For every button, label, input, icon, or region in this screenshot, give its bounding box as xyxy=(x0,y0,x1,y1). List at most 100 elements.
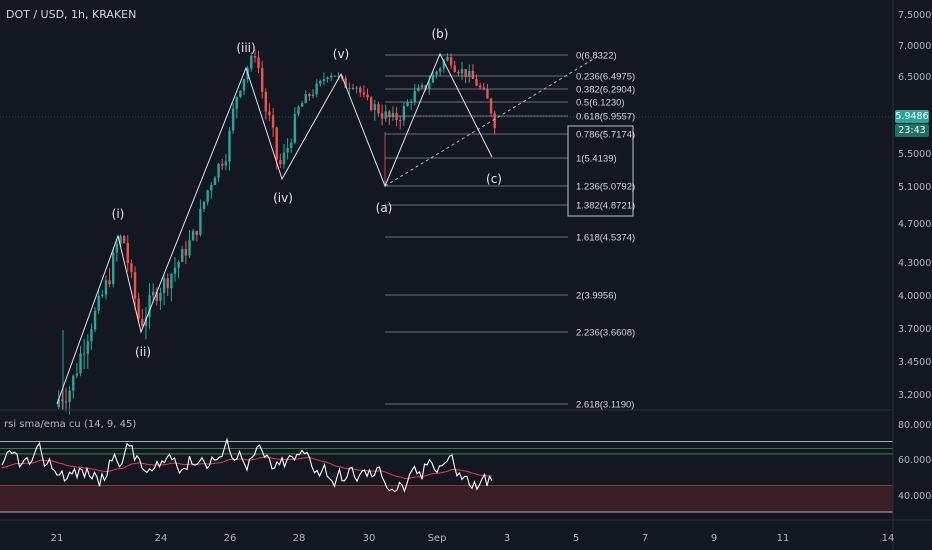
candle-body xyxy=(286,147,289,153)
candle-body xyxy=(82,353,86,355)
candle xyxy=(304,90,307,104)
candle xyxy=(391,106,395,121)
time-axis-tick: 26 xyxy=(224,533,237,544)
candle-body xyxy=(264,91,268,112)
price-axis-tick: 7.5000 xyxy=(898,10,931,21)
candle xyxy=(213,176,217,186)
candle-body xyxy=(373,104,377,111)
candle xyxy=(373,99,377,121)
candle xyxy=(409,99,413,110)
candle xyxy=(170,272,173,302)
candle-body xyxy=(420,85,424,88)
candle xyxy=(184,240,188,264)
candle-body xyxy=(275,127,278,161)
candle-body xyxy=(304,94,307,104)
candle-body xyxy=(97,295,100,311)
candle xyxy=(319,79,322,87)
price-axis-tick: 3.4500 xyxy=(898,357,931,368)
candle-body xyxy=(493,113,496,129)
wave-label: (v) xyxy=(333,47,349,61)
candle-body xyxy=(319,80,322,84)
rsi-indicator-title[interactable]: rsi sma/ema cu (14, 9, 45) xyxy=(4,419,137,430)
candle xyxy=(86,334,89,369)
candle xyxy=(333,75,337,77)
candle xyxy=(493,110,496,134)
candle xyxy=(155,287,159,306)
candle xyxy=(231,103,235,134)
candle-body xyxy=(231,108,235,131)
candle xyxy=(199,199,202,237)
time-axis-tick: Sep xyxy=(428,533,447,544)
candle-body xyxy=(384,111,387,119)
candle-body xyxy=(380,113,384,119)
rsi-oversold-zone xyxy=(0,485,893,512)
fib-extension-group: 0(6.8322) 0.236(6.4975) 0.382(6.2904) 0.5(6… xyxy=(384,51,635,411)
price-axis-tick: 5.5000 xyxy=(898,149,931,160)
candle xyxy=(348,82,351,95)
candle xyxy=(177,260,180,279)
fib-level-label: 0.786(5.7174) xyxy=(576,130,635,141)
time-axis-tick: 21 xyxy=(51,533,64,544)
candle-body xyxy=(144,317,148,327)
symbol-title[interactable]: DOT / USD, 1h, KRAKEN xyxy=(6,8,137,21)
candle-body xyxy=(188,240,191,256)
price-axis-tick: 4.3000 xyxy=(898,258,931,269)
candle xyxy=(420,82,424,90)
candle xyxy=(399,115,402,130)
candle xyxy=(264,88,268,120)
candle-body xyxy=(115,243,119,253)
candle-body xyxy=(199,208,202,235)
candle xyxy=(250,52,253,72)
candle xyxy=(195,230,198,242)
candle-body xyxy=(464,69,467,77)
candle-body xyxy=(141,318,144,327)
candle xyxy=(151,283,155,303)
candle-body xyxy=(326,77,329,80)
elliott-wave-path xyxy=(56,52,493,405)
fib-level-label: 0.382(6.2904) xyxy=(576,85,635,96)
fib-level-label: 2.236(3.6608) xyxy=(576,328,635,339)
candle-body xyxy=(391,112,395,118)
candle xyxy=(468,64,471,83)
candle xyxy=(290,138,293,154)
candle xyxy=(72,374,75,399)
candle xyxy=(326,76,329,83)
candle-body xyxy=(471,70,475,79)
price-axis-tick: 3.7000 xyxy=(898,324,931,335)
candle-body xyxy=(104,280,108,295)
candle-body xyxy=(210,185,213,191)
fib-level-label: 0.618(5.9557) xyxy=(576,112,635,123)
candle-body xyxy=(206,190,209,202)
candle-body xyxy=(64,401,68,403)
candle-body xyxy=(257,57,260,68)
candle xyxy=(141,309,144,328)
target-zone-box xyxy=(567,125,634,217)
candle xyxy=(384,104,387,122)
wave-label: (ii) xyxy=(135,345,151,359)
candle-body xyxy=(453,65,456,72)
candle-body xyxy=(170,273,173,289)
candle xyxy=(406,99,409,107)
candle-body xyxy=(79,353,82,374)
fib-level-label: 1.236(5.0792) xyxy=(576,182,635,193)
rsi-ema-line xyxy=(1,456,493,480)
candle xyxy=(486,84,489,99)
wave-label: (iv) xyxy=(273,191,293,205)
candle-body xyxy=(486,89,489,99)
candle-body xyxy=(359,87,362,93)
candle xyxy=(181,245,184,263)
rsi-line xyxy=(1,437,493,493)
candle-body xyxy=(449,56,453,66)
candle xyxy=(173,256,177,282)
candle xyxy=(104,275,108,300)
candle xyxy=(286,138,289,160)
candle-body xyxy=(424,85,427,89)
candle xyxy=(112,247,115,288)
candle-body xyxy=(377,104,380,114)
candle-body xyxy=(438,68,442,72)
candle-body xyxy=(468,70,471,77)
candle-body xyxy=(101,294,104,296)
candle xyxy=(144,307,148,340)
